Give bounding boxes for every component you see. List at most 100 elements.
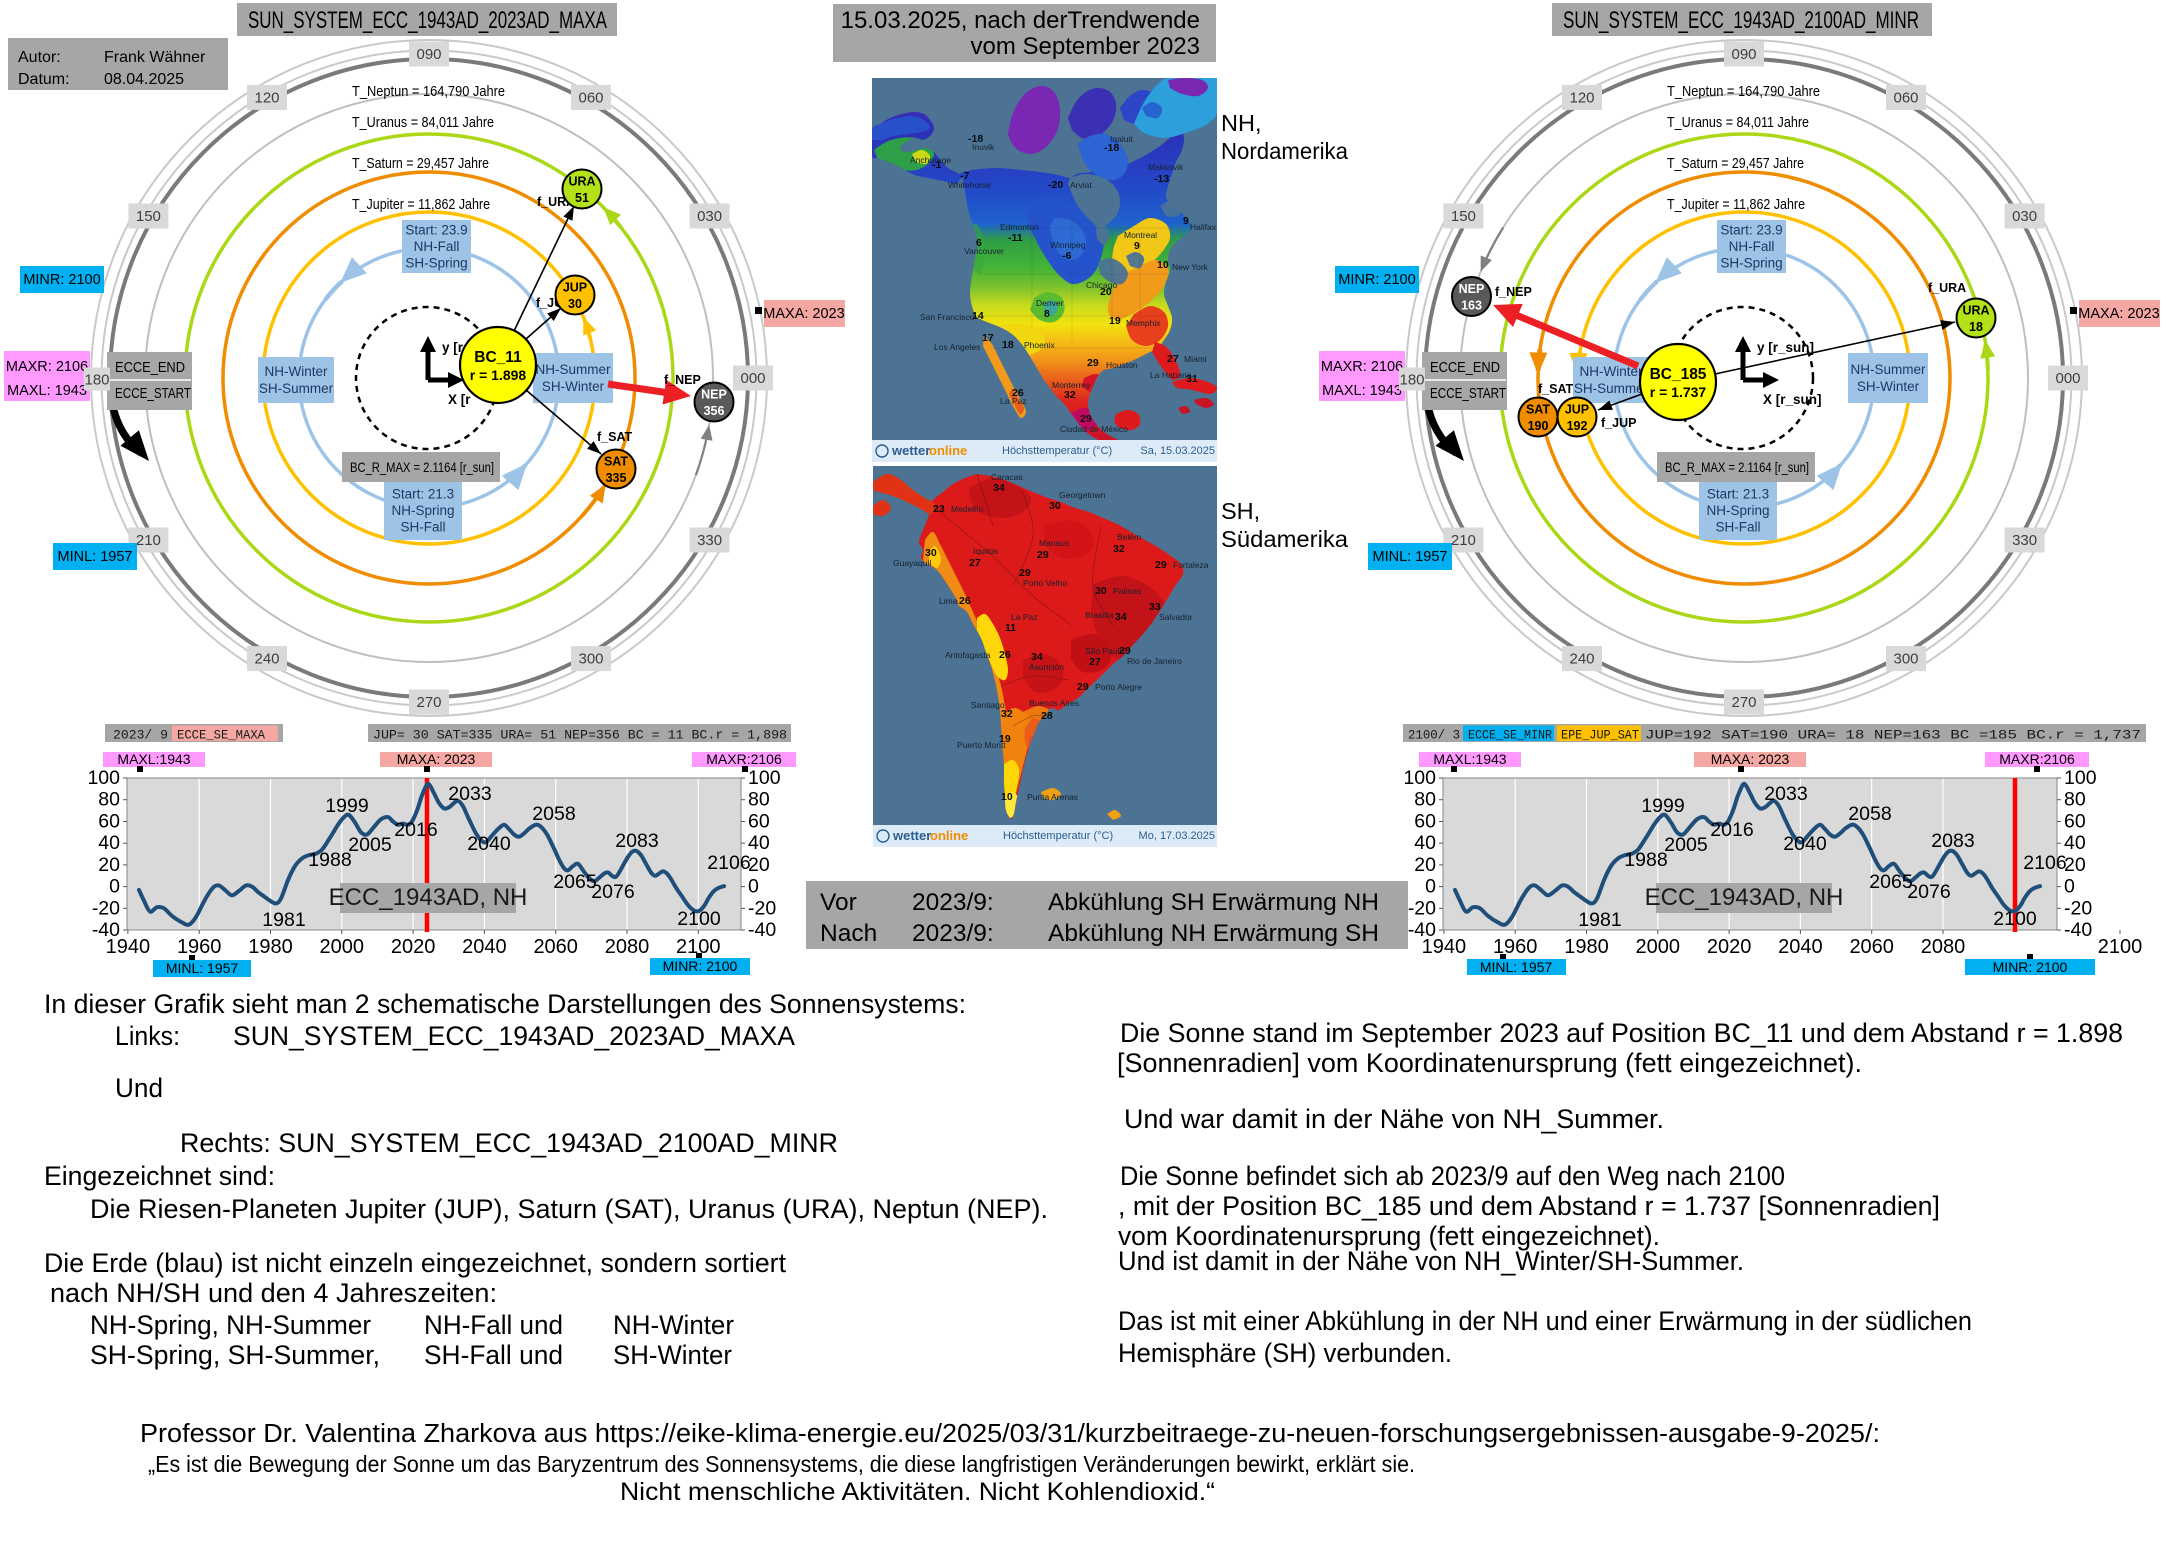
svg-text:-1: -1 <box>932 159 941 171</box>
svg-text:26: 26 <box>999 649 1011 661</box>
svg-text:SH-Winter: SH-Winter <box>613 1340 732 1370</box>
svg-text:MAXR: 2106: MAXR: 2106 <box>1321 359 1403 375</box>
svg-text:São Paulo: São Paulo <box>1085 646 1124 656</box>
svg-text:1981: 1981 <box>262 909 305 931</box>
svg-text:2076: 2076 <box>1907 881 1950 903</box>
svg-text:100: 100 <box>87 767 120 789</box>
svg-text:MAXA: 2023: MAXA: 2023 <box>397 751 476 767</box>
svg-text:SH-Spring: SH-Spring <box>1720 256 1782 271</box>
svg-text:Sa, 15.03.2025: Sa, 15.03.2025 <box>1140 445 1215 457</box>
svg-text:Nordamerika: Nordamerika <box>1221 138 1349 164</box>
svg-text:La Paz: La Paz <box>1011 612 1037 622</box>
svg-text:30: 30 <box>1049 500 1061 512</box>
svg-text:40: 40 <box>98 832 120 854</box>
svg-text:17: 17 <box>982 332 994 344</box>
svg-text:Höchsttemperatur (°C): Höchsttemperatur (°C) <box>1003 830 1113 842</box>
svg-text:f_NEP: f_NEP <box>664 373 701 387</box>
svg-text:Vor: Vor <box>820 889 857 916</box>
svg-text:1940: 1940 <box>106 936 151 958</box>
svg-text:SUN_SYSTEM_ECC_1943AD_2100AD_M: SUN_SYSTEM_ECC_1943AD_2100AD_MINR <box>1563 7 1919 34</box>
svg-text:-11: -11 <box>1008 232 1023 244</box>
svg-text:80: 80 <box>1414 789 1436 811</box>
svg-text:vom Koordinatenursprung (fett: vom Koordinatenursprung (fett eingezeich… <box>1118 1221 1660 1251</box>
svg-text:6: 6 <box>976 237 982 249</box>
svg-text:T_Saturn = 29,457 Jahre: T_Saturn = 29,457 Jahre <box>1667 156 1804 172</box>
svg-text:Hemisphäre (SH) verbunden.: Hemisphäre (SH) verbunden. <box>1118 1338 1452 1368</box>
svg-text:Start: 21.3: Start: 21.3 <box>392 487 454 502</box>
svg-text:2060: 2060 <box>533 936 578 958</box>
svg-text:URA: URA <box>568 175 595 189</box>
svg-text:ECC_1943AD, NH: ECC_1943AD, NH <box>1645 884 1844 911</box>
svg-text:NH-Summer: NH-Summer <box>1850 362 1926 377</box>
svg-text:Frank Wähner: Frank Wähner <box>104 49 206 66</box>
svg-text:29: 29 <box>1077 681 1089 693</box>
svg-text:60: 60 <box>2064 811 2086 833</box>
svg-text:192: 192 <box>1567 419 1588 433</box>
svg-text:New York: New York <box>1172 262 1209 272</box>
svg-text:Eingezeichnet sind:: Eingezeichnet sind: <box>44 1161 275 1191</box>
svg-text:15.03.2025, nach derTrendwende: 15.03.2025, nach derTrendwende <box>841 7 1200 34</box>
svg-text:40: 40 <box>1414 832 1436 854</box>
svg-text:MINL: 1957: MINL: 1957 <box>1373 549 1448 565</box>
svg-text:r = 1.898: r = 1.898 <box>470 367 527 383</box>
svg-text:Guayaquil: Guayaquil <box>893 558 931 568</box>
svg-text:URA: URA <box>1962 304 1989 318</box>
svg-text:0: 0 <box>748 876 759 898</box>
svg-text:Denver: Denver <box>1036 298 1064 308</box>
svg-text:Südamerika: Südamerika <box>1221 526 1349 552</box>
svg-text:1988: 1988 <box>308 849 351 871</box>
svg-text:In dieser Grafik sieht man 2 s: In dieser Grafik sieht man 2 schematisch… <box>44 989 966 1019</box>
svg-text:100: 100 <box>2064 767 2097 789</box>
svg-text:1960: 1960 <box>177 936 222 958</box>
svg-text:Houston: Houston <box>1106 360 1138 370</box>
svg-text:-18: -18 <box>968 133 983 145</box>
svg-text:wetter: wetter <box>892 828 931 843</box>
svg-text:23: 23 <box>933 503 945 515</box>
svg-text:f_NEP: f_NEP <box>1495 285 1532 299</box>
svg-text:Asunción: Asunción <box>1029 662 1064 672</box>
svg-text:Abkühlung SH Erwärmung NH: Abkühlung SH Erwärmung NH <box>1048 889 1379 916</box>
svg-text:356: 356 <box>704 404 725 418</box>
svg-text:San Francisco: San Francisco <box>920 312 975 322</box>
svg-text:SH-Spring: SH-Spring <box>405 256 467 271</box>
svg-text:2100: 2100 <box>676 936 721 958</box>
svg-text:Die Riesen-Planeten Jupiter (: Die Riesen-Planeten Jupiter (JUP), Satur… <box>90 1194 1048 1224</box>
svg-text:33: 33 <box>1149 601 1161 613</box>
svg-text:2083: 2083 <box>615 830 658 852</box>
svg-text:1960: 1960 <box>1493 936 1538 958</box>
svg-text:150: 150 <box>136 208 161 225</box>
svg-text:120: 120 <box>1569 89 1594 106</box>
svg-text:T_Uranus = 84,011 Jahre: T_Uranus = 84,011 Jahre <box>1667 115 1809 131</box>
svg-text:-40: -40 <box>1408 919 1436 941</box>
svg-text:JUP: JUP <box>563 281 587 295</box>
svg-text:wetter: wetter <box>891 443 930 458</box>
svg-text:SH-Fall: SH-Fall <box>400 520 445 535</box>
svg-text:ECCE_SE_MAXA: ECCE_SE_MAXA <box>177 728 265 743</box>
svg-text:Porto Velho: Porto Velho <box>1023 578 1067 588</box>
svg-text:030: 030 <box>697 208 722 225</box>
svg-text:ECCE_START: ECCE_START <box>1430 386 1506 402</box>
svg-text:Abkühlung NH Erwärmung SH: Abkühlung NH Erwärmung SH <box>1048 920 1379 947</box>
svg-text:MINR: 2100: MINR: 2100 <box>23 272 100 288</box>
svg-text:ECCE_END: ECCE_END <box>115 360 185 376</box>
svg-text:34: 34 <box>1031 651 1043 663</box>
svg-text:Anchorage: Anchorage <box>910 155 951 165</box>
svg-text:240: 240 <box>254 651 279 668</box>
svg-text:100: 100 <box>1403 767 1436 789</box>
svg-text:Rio de Janeiro: Rio de Janeiro <box>1127 656 1182 666</box>
svg-text:T_Saturn = 29,457 Jahre: T_Saturn = 29,457 Jahre <box>352 156 489 172</box>
svg-text:MINL: 1957: MINL: 1957 <box>58 549 133 565</box>
svg-text:270: 270 <box>416 694 441 711</box>
svg-text:32: 32 <box>1001 708 1013 720</box>
svg-text:Memphix: Memphix <box>1126 318 1161 328</box>
svg-text:Salvador: Salvador <box>1159 612 1193 622</box>
svg-text:1988: 1988 <box>1624 849 1667 871</box>
svg-text:Autor:: Autor: <box>18 49 61 66</box>
svg-text:2100: 2100 <box>677 908 721 930</box>
svg-text:2100: 2100 <box>2098 936 2143 958</box>
svg-text:SH-Summer: SH-Summer <box>259 381 334 396</box>
svg-text:2040: 2040 <box>467 833 511 855</box>
svg-text:Caracas: Caracas <box>991 472 1023 482</box>
svg-text:Vancouver: Vancouver <box>964 246 1004 256</box>
svg-text:MAXA: 2023: MAXA: 2023 <box>1711 751 1790 767</box>
